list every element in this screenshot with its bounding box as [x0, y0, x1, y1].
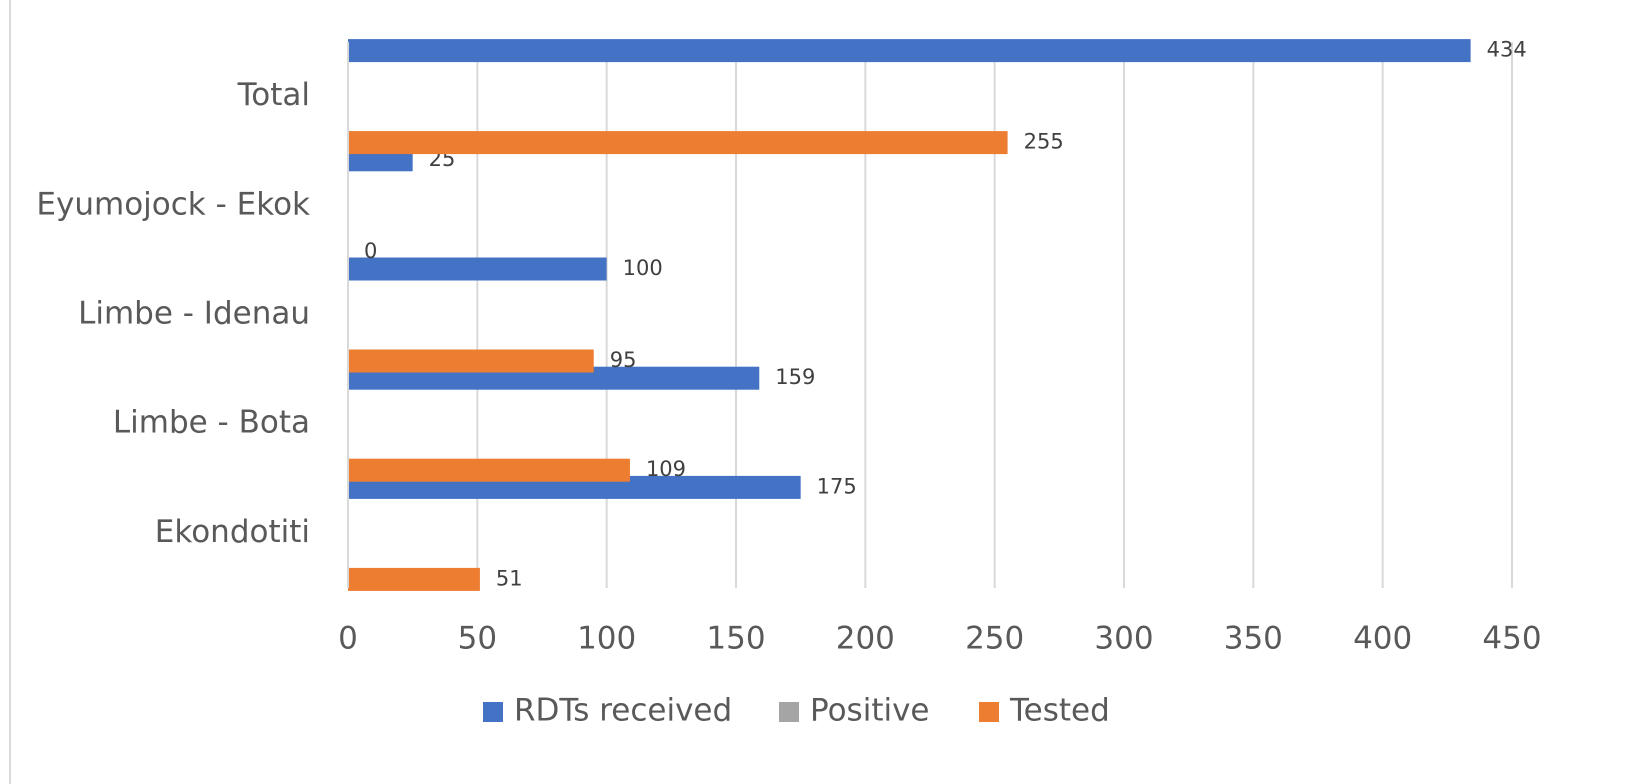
y-tick-label: Eyumojock - Ekok — [36, 186, 310, 222]
x-tick-label: 0 — [338, 621, 358, 657]
bar — [348, 131, 1008, 155]
y-tick-label: Limbe - Bota — [113, 405, 310, 441]
x-tick-label: 400 — [1353, 621, 1412, 657]
legend-label: Tested — [1009, 693, 1110, 729]
x-tick-label: 50 — [458, 621, 497, 657]
data-label: 0 — [364, 239, 377, 263]
data-label: 109 — [646, 457, 686, 481]
x-tick-label: 450 — [1482, 621, 1541, 657]
y-tick-label: Total — [237, 77, 310, 113]
y-tick-label: Ekondotiti — [155, 514, 310, 550]
data-label: 100 — [623, 256, 663, 280]
y-tick-label: Limbe - Idenau — [78, 296, 310, 332]
bar — [348, 39, 1471, 63]
legend-swatch — [483, 702, 503, 722]
bar — [348, 567, 480, 591]
x-tick-label: 300 — [1094, 621, 1153, 657]
x-tick-label: 200 — [836, 621, 895, 657]
bar — [348, 257, 607, 281]
data-label: 434 — [1487, 38, 1527, 62]
data-label: 51 — [496, 566, 523, 590]
bar — [348, 458, 630, 482]
x-tick-label: 100 — [577, 621, 636, 657]
chart-frame — [9, 0, 1629, 784]
data-label: 255 — [1024, 130, 1064, 154]
x-tick-label: 350 — [1224, 621, 1283, 657]
data-label: 159 — [775, 365, 815, 389]
data-label: 175 — [817, 474, 857, 498]
legend-swatch — [779, 702, 799, 722]
legend-label: RDTs received — [514, 693, 732, 729]
x-tick-label: 250 — [965, 621, 1024, 657]
bar — [348, 349, 594, 373]
legend-swatch — [979, 702, 999, 722]
data-label: 95 — [610, 348, 637, 372]
legend-label: Positive — [810, 693, 930, 729]
x-tick-label: 150 — [706, 621, 765, 657]
